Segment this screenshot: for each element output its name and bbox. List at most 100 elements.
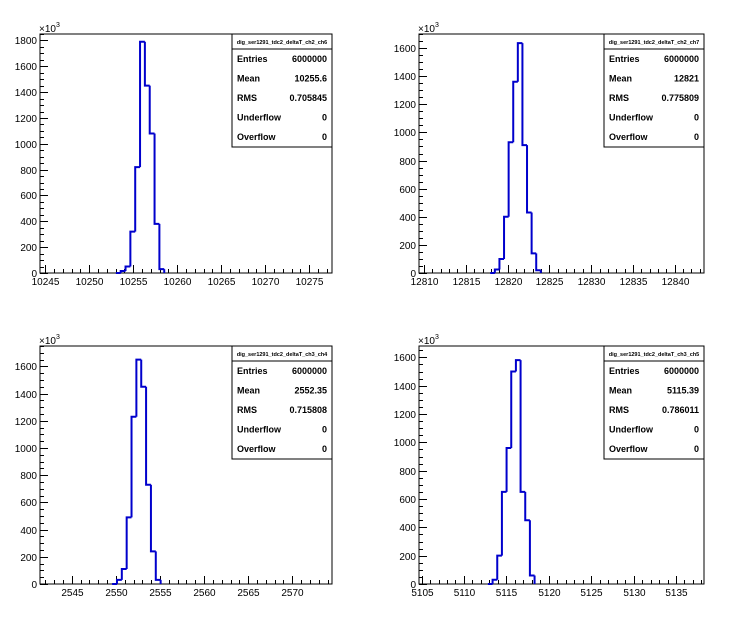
- stat-label-overflow: Overflow: [609, 444, 649, 454]
- histogram-title: dig_ser1291_tdc2_deltaT_ch3_ch5: [609, 352, 700, 358]
- y-multiplier-label: ×10: [418, 24, 435, 35]
- stat-value-overflow: 0: [694, 444, 699, 454]
- stat-label-underflow: Underflow: [237, 113, 282, 123]
- y-tick-label: 400: [399, 213, 416, 224]
- stats-box: dig_ser1291_tdc2_deltaT_ch2_ch6 Entries 60…: [231, 33, 333, 148]
- histogram-series: [115, 40, 166, 274]
- histogram-series: [112, 358, 162, 585]
- histogram-bin: [498, 257, 505, 270]
- y-tick-label: 1600: [15, 362, 38, 373]
- plot-frame: [418, 33, 705, 274]
- stat-label-overflow: Overflow: [609, 132, 649, 142]
- stat-label-mean: Mean: [609, 385, 632, 395]
- stat-label-underflow: Underflow: [237, 425, 282, 435]
- y-tick-label: 200: [399, 241, 416, 252]
- y-tick-label: 1600: [394, 44, 417, 55]
- x-tick-label: 12825: [536, 277, 564, 288]
- stat-value-entries: 6000000: [664, 54, 699, 64]
- x-tick-label: 12835: [620, 277, 648, 288]
- y-tick-label: 1400: [394, 72, 417, 83]
- y-tick-label: 1000: [394, 438, 417, 449]
- stat-label-mean: Mean: [609, 73, 632, 83]
- stats-box-frame: [231, 345, 333, 460]
- y-tick-label: 1800: [15, 36, 38, 47]
- y-tick-label: 1200: [15, 417, 38, 428]
- y-tick-label: 1000: [15, 140, 38, 151]
- x-tick-label: 10250: [76, 277, 104, 288]
- x-tick-label: 5120: [538, 588, 561, 599]
- histogram-bin: [503, 215, 509, 259]
- histogram-bin: [124, 265, 131, 272]
- stat-value-overflow: 0: [322, 444, 327, 454]
- histogram-pad-4: 0 200 400 600 800 1000 1200 1400 1600 5105 5110 511…: [394, 334, 705, 599]
- stat-value-entries: 6000000: [664, 366, 699, 376]
- histogram-bin: [530, 212, 537, 255]
- histogram-bin: [139, 40, 145, 168]
- histogram-bin: [145, 386, 151, 486]
- stats-box: dig_ser1291_tdc2_deltaT_ch3_ch4 Entries 60…: [231, 345, 333, 460]
- histogram-bin: [505, 447, 512, 492]
- histogram-series: [490, 42, 542, 274]
- stats-box-frame: [231, 33, 333, 148]
- x-tick-label: 10255: [120, 277, 148, 288]
- y-multiplier-exponent: 3: [435, 334, 439, 341]
- histogram-bin: [493, 268, 500, 273]
- x-tick-label: 2550: [105, 588, 128, 599]
- stat-label-entries: Entries: [237, 366, 268, 376]
- stat-value-mean: 10255.6: [294, 73, 327, 83]
- y-tick-label: 400: [399, 523, 416, 534]
- x-tick-label: 10245: [32, 277, 60, 288]
- histogram-pad-1: 0 200 400 600 800 1000 1200 1400 1600 1800 10245 10…: [15, 22, 333, 288]
- stat-label-underflow: Underflow: [609, 425, 654, 435]
- histogram-bin: [149, 484, 156, 553]
- y-multiplier-label: ×10: [39, 336, 56, 347]
- histogram-bin: [521, 43, 528, 147]
- stat-value-underflow: 0: [694, 113, 699, 123]
- stat-value-overflow: 0: [694, 132, 699, 142]
- x-tick-label: 2570: [281, 588, 304, 599]
- stat-label-underflow: Underflow: [609, 113, 654, 123]
- x-tick-label: 12840: [662, 277, 690, 288]
- x-tick-label: 5135: [665, 588, 688, 599]
- histogram-bin: [514, 359, 521, 372]
- stat-value-underflow: 0: [322, 425, 327, 435]
- y-tick-label: 800: [20, 166, 37, 177]
- x-tick-label: 2565: [237, 588, 260, 599]
- histogram-bin: [158, 223, 165, 271]
- stat-value-overflow: 0: [322, 132, 327, 142]
- y-tick-label: 600: [399, 495, 416, 506]
- stat-label-rms: RMS: [609, 93, 629, 103]
- y-tick-label: 1000: [15, 444, 38, 455]
- y-tick-label: 1600: [394, 353, 417, 364]
- histogram-bin: [154, 551, 161, 581]
- stat-value-entries: 6000000: [292, 366, 327, 376]
- x-tick-label: 12830: [578, 277, 606, 288]
- x-tick-label: 5130: [623, 588, 646, 599]
- y-tick-label: 1400: [15, 88, 38, 99]
- histogram-bin: [507, 141, 514, 217]
- y-tick-label: 400: [20, 217, 37, 228]
- stats-box-frame: [603, 33, 705, 148]
- histogram-pad-2: 0 200 400 600 800 1000 1200 1400 1600 12810 12815 1…: [394, 22, 705, 288]
- stat-label-entries: Entries: [609, 54, 640, 64]
- histogram-title: dig_ser1291_tdc2_deltaT_ch2_ch6: [237, 40, 328, 46]
- y-multiplier-exponent: 3: [56, 334, 60, 341]
- stat-value-rms: 0.786011: [662, 405, 699, 415]
- x-tick-label: 10275: [296, 277, 324, 288]
- y-tick-label: 0: [31, 269, 37, 280]
- stat-label-rms: RMS: [237, 405, 257, 415]
- stat-label-overflow: Overflow: [237, 132, 277, 142]
- y-tick-label: 1600: [15, 62, 38, 73]
- histogram-bin: [512, 80, 518, 143]
- y-tick-label: 800: [20, 471, 37, 482]
- x-tick-label: 12820: [495, 277, 523, 288]
- histogram-bin: [524, 491, 530, 522]
- y-tick-label: 1200: [15, 114, 38, 125]
- stat-value-mean: 2552.35: [294, 385, 327, 395]
- y-multiplier-label: ×10: [39, 24, 56, 35]
- histogram-bin: [115, 578, 122, 584]
- y-tick-label: 200: [20, 553, 37, 564]
- x-tick-label: 2560: [193, 588, 216, 599]
- stat-label-mean: Mean: [237, 385, 260, 395]
